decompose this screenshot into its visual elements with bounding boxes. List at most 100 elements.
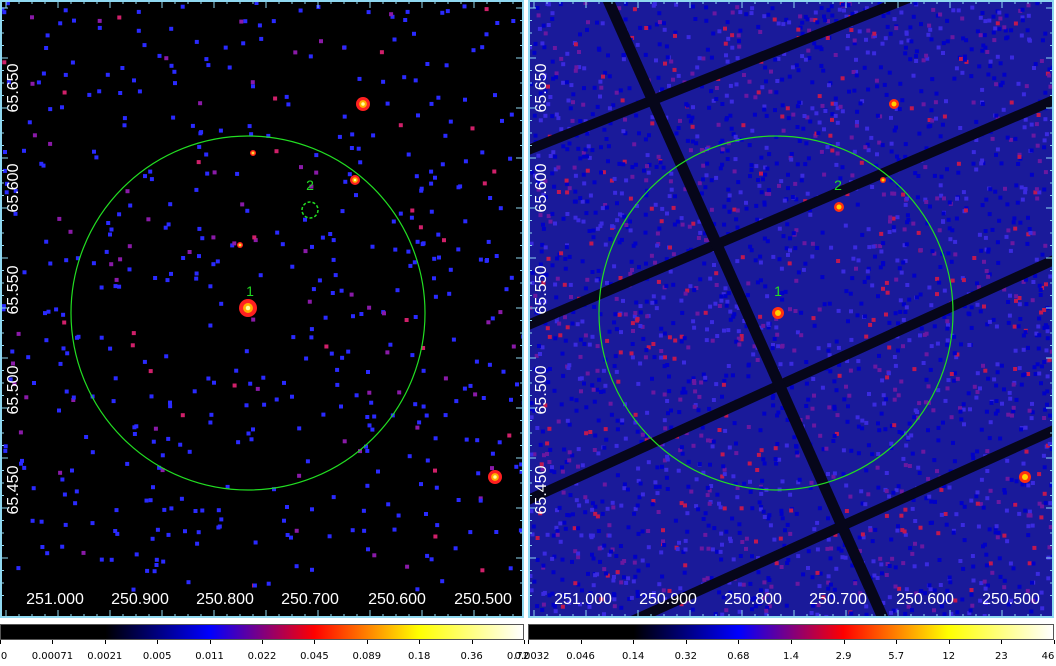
- photon-pixel: [271, 19, 276, 24]
- noise-pixel: [556, 165, 561, 170]
- noise-pixel: [817, 120, 822, 125]
- noise-pixel: [587, 155, 592, 160]
- photon-pixel: [470, 126, 475, 131]
- noise-pixel: [671, 282, 676, 287]
- noise-pixel: [864, 468, 869, 473]
- colorbar-tick-mark: [157, 640, 159, 644]
- photon-pixel: [484, 32, 489, 37]
- noise-pixel: [721, 382, 726, 387]
- noise-pixel: [817, 94, 822, 99]
- photon-pixel: [75, 256, 80, 261]
- noise-pixel: [944, 522, 949, 527]
- noise-pixel: [633, 412, 638, 417]
- colorbar-tick-label: 0.005: [142, 651, 172, 662]
- photon-pixel: [109, 557, 114, 562]
- noise-pixel: [653, 202, 658, 207]
- noise-pixel: [614, 327, 619, 332]
- noise-pixel: [945, 39, 950, 44]
- noise-pixel: [794, 63, 799, 68]
- noise-pixel: [706, 546, 711, 551]
- colorbar-tick-mark: [52, 640, 54, 644]
- noise-pixel: [906, 38, 911, 43]
- noise-pixel: [726, 328, 731, 333]
- noise-pixel: [781, 128, 786, 133]
- noise-pixel: [844, 483, 849, 488]
- noise-pixel: [924, 562, 929, 567]
- photon-pixel: [369, 400, 374, 405]
- noise-pixel: [844, 289, 849, 294]
- photon-pixel: [343, 179, 348, 184]
- right-image-panel[interactable]: 1 2 251.000 250.900 250.800 250.700 250.600 2…: [528, 0, 1054, 618]
- noise-pixel: [863, 502, 868, 507]
- photon-pixel: [519, 469, 524, 474]
- noise-pixel: [726, 291, 731, 296]
- left-image-panel[interactable]: 1 2 251.000 250.900 250.800 250.700 250.600 2…: [0, 0, 524, 618]
- noise-pixel: [607, 74, 612, 79]
- noise-pixel: [829, 4, 834, 9]
- photon-pixel: [462, 386, 467, 391]
- noise-pixel: [753, 604, 758, 609]
- noise-pixel: [816, 603, 821, 608]
- photon-pixel: [118, 91, 123, 95]
- noise-pixel: [791, 112, 796, 117]
- photon-pixel: [172, 69, 177, 74]
- noise-pixel: [904, 305, 909, 310]
- noise-pixel: [975, 302, 980, 307]
- extraction-region-circle[interactable]: [70, 135, 426, 491]
- source-2-region[interactable]: [301, 201, 319, 219]
- noise-pixel: [656, 154, 661, 159]
- noise-pixel: [551, 76, 556, 81]
- photon-pixel: [113, 376, 118, 381]
- noise-pixel: [717, 590, 722, 595]
- noise-pixel: [1002, 25, 1007, 30]
- noise-pixel: [766, 321, 771, 326]
- noise-pixel: [734, 217, 739, 222]
- noise-pixel: [955, 352, 960, 357]
- noise-pixel: [876, 452, 881, 456]
- noise-pixel: [907, 421, 912, 426]
- noise-pixel: [542, 453, 546, 458]
- noise-pixel: [651, 294, 656, 299]
- noise-pixel: [901, 317, 906, 322]
- photon-pixel: [415, 239, 420, 244]
- photon-pixel: [245, 208, 250, 213]
- noise-pixel: [1017, 584, 1022, 589]
- noise-pixel: [753, 95, 758, 100]
- noise-pixel: [802, 114, 807, 118]
- photon-pixel: [309, 184, 314, 189]
- noise-pixel: [905, 283, 910, 287]
- noise-pixel: [823, 109, 828, 113]
- noise-pixel: [1023, 425, 1028, 430]
- ccd-gap: [528, 0, 918, 155]
- noise-pixel: [1037, 501, 1042, 506]
- noise-pixel: [583, 510, 588, 515]
- noise-pixel: [584, 499, 589, 504]
- noise-pixel: [995, 21, 1000, 26]
- noise-pixel: [695, 311, 700, 316]
- noise-pixel: [653, 485, 658, 490]
- noise-pixel: [533, 133, 538, 138]
- noise-pixel: [978, 15, 983, 20]
- photon-pixel: [304, 356, 309, 361]
- photon-pixel: [342, 114, 347, 119]
- noise-pixel: [773, 108, 777, 113]
- noise-pixel: [856, 258, 861, 263]
- noise-pixel: [794, 278, 799, 283]
- noise-pixel: [893, 565, 898, 570]
- noise-pixel: [913, 519, 918, 523]
- photon-pixel: [480, 150, 485, 155]
- bright-source-peak: [353, 178, 357, 182]
- noise-pixel: [944, 99, 948, 104]
- photon-pixel: [367, 390, 372, 395]
- noise-pixel: [722, 472, 727, 477]
- noise-pixel: [616, 379, 621, 384]
- extraction-region-circle[interactable]: [598, 135, 954, 491]
- noise-pixel: [838, 104, 843, 109]
- noise-pixel: [864, 6, 869, 11]
- noise-pixel: [841, 269, 846, 274]
- photon-pixel: [354, 193, 358, 198]
- noise-pixel: [1020, 18, 1025, 23]
- noise-pixel: [982, 579, 987, 584]
- noise-pixel: [556, 116, 561, 121]
- noise-pixel: [815, 570, 820, 575]
